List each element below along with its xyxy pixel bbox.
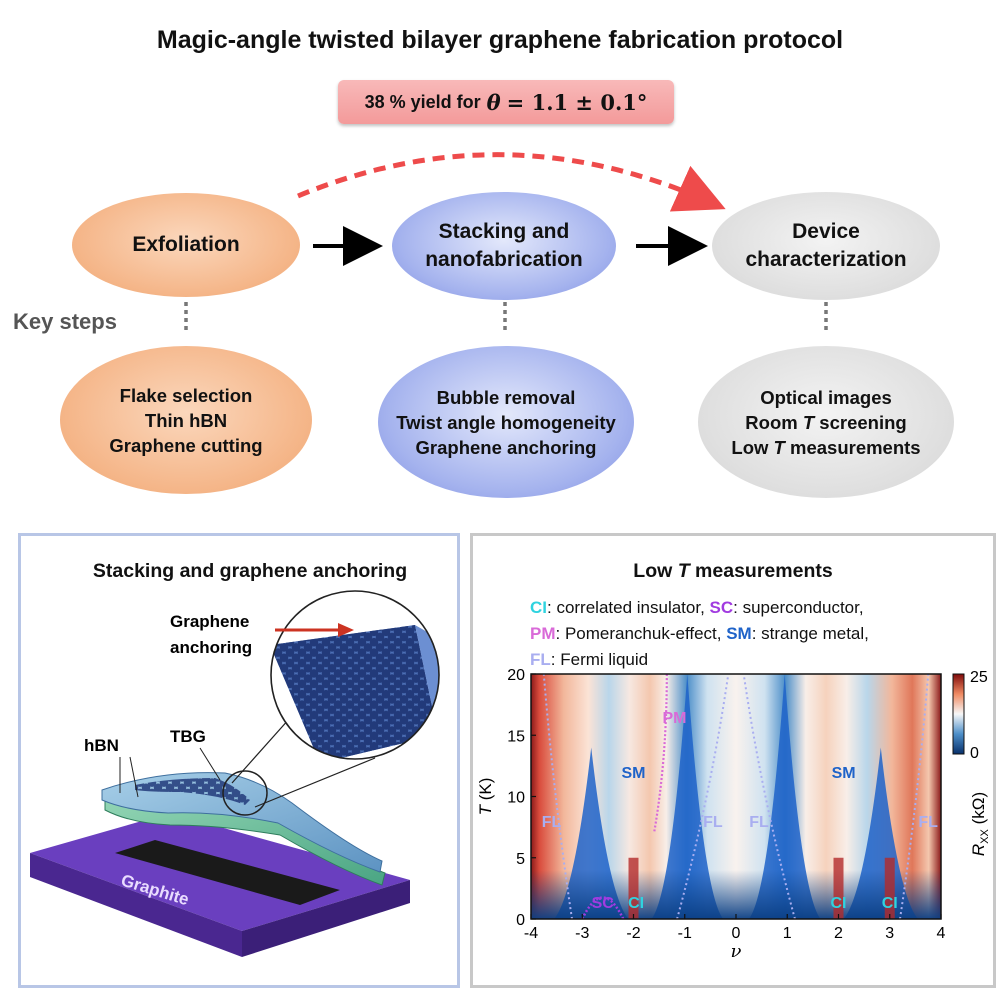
tbg-label: TBG: [170, 727, 206, 746]
stage-exfoliation-label: Exfoliation: [132, 233, 240, 256]
step-item: Graphene cutting: [109, 434, 263, 456]
step-item: Low T measurements: [731, 436, 921, 458]
x-axis-label: ν: [731, 941, 742, 962]
stage-stacking-label-1: Stacking and: [438, 220, 570, 243]
graphite-strip: [115, 840, 340, 905]
step-item: Graphene anchoring: [415, 436, 597, 458]
zoom-small-circle: [222, 770, 268, 816]
step-item: Flake selection: [119, 384, 253, 406]
left-panel: [18, 533, 460, 988]
step-item: Optical images: [760, 386, 892, 408]
region-label-fl: FL: [703, 814, 723, 831]
legend-line-2: PM: Pomeranchuk-effect, SM: strange meta…: [530, 624, 869, 643]
y-tick-label: 5: [516, 851, 525, 868]
step-item: Bubble removal: [436, 386, 576, 408]
region-label-fl: FL: [918, 814, 938, 831]
page-title: Magic-angle twisted bilayer graphene fab…: [156, 26, 844, 54]
hbn-label: hBN: [84, 736, 119, 755]
step-item: Room T screening: [745, 411, 907, 433]
region-label-ci: CI: [831, 895, 847, 912]
region-label-fl: FL: [542, 814, 562, 831]
y-tick-label: 0: [516, 912, 525, 929]
colorbar-tick-min: 0: [970, 745, 979, 762]
colorbar-label: RXX (kΩ): [969, 792, 991, 856]
right-panel-title: Low T measurements: [633, 560, 833, 582]
yield-value: = 1.1 ± 0.1°: [506, 89, 648, 115]
legend-line-1: CI: correlated insulator, SC: supercondu…: [530, 598, 864, 617]
fl-boundary: [742, 674, 796, 919]
x-tick-label: 0: [732, 925, 741, 942]
device-illustration: Graphite Graphene anchoring hBN TBG: [30, 590, 440, 957]
theta-symbol: θ: [486, 89, 501, 115]
stage-exfoliation: Exfoliation: [72, 193, 300, 297]
step-item: Thin hBN: [144, 409, 228, 431]
left-panel-title: Stacking and graphene anchoring: [92, 560, 408, 582]
x-tick-label: 3: [885, 925, 894, 942]
region-label-fl: FL: [749, 814, 769, 831]
low-t-region: [531, 870, 941, 919]
region-label-ci: CI: [628, 895, 644, 912]
step-item: Twist angle homogeneity: [396, 411, 616, 433]
y-axis-label: T (K): [476, 778, 495, 816]
region-label-sc: SC: [592, 895, 615, 912]
colorbar: [952, 673, 965, 755]
x-tick-label: 2: [834, 925, 843, 942]
stage-characterization: Device characterization: [712, 192, 940, 300]
steps-characterization: Optical images Room T screening Low T me…: [698, 346, 954, 498]
x-tick-label: -1: [678, 925, 692, 942]
dashed-yield-arrow: [297, 152, 726, 212]
sm-dome: [651, 674, 724, 919]
x-tick-label: -4: [524, 925, 538, 942]
x-tick-label: 4: [937, 925, 946, 942]
y-tick-label: 20: [507, 667, 525, 684]
right-panel: [470, 533, 996, 988]
zoom-big-circle: [270, 590, 440, 760]
ci-peak: [884, 857, 895, 919]
stage-characterization-label-1: Device: [792, 220, 860, 243]
region-label-sm: SM: [622, 765, 646, 782]
phase-diagram: -4 -3 -2 -1 0 1 2 3 4 0 5 10 15 20 ν T (K) 25 0 RXX (kΩ) PM…: [476, 667, 991, 962]
yield-text: 38 % yield for: [364, 91, 481, 112]
yield-badge: 38 % yield for θ = 1.1 ± 0.1°: [338, 80, 674, 124]
legend-line-3: FL: Fermi liquid: [530, 650, 649, 669]
substrate-right: [242, 880, 410, 957]
region-label-pm: PM: [663, 710, 687, 727]
x-tick-label: 1: [783, 925, 792, 942]
fl-boundary: [542, 674, 573, 919]
anchoring-label-1: Graphene: [170, 612, 249, 631]
flow-arrows: [184, 152, 828, 330]
sm-dome: [748, 674, 821, 919]
y-tick-label: 10: [507, 790, 525, 807]
substrate-left: [30, 853, 242, 957]
x-tick-label: -2: [626, 925, 640, 942]
steps-exfoliation: Flake selection Thin hBN Graphene cuttin…: [60, 346, 312, 494]
fl-boundary: [676, 674, 730, 919]
y-tick-label: 15: [507, 728, 525, 745]
stage-stacking: Stacking and nanofabrication: [392, 192, 616, 300]
stage-stacking-label-2: nanofabrication: [425, 248, 583, 271]
tbg-layer: [135, 778, 250, 805]
anchoring-label-2: anchoring: [170, 638, 252, 657]
hbn-top-layer: [101, 772, 383, 873]
steps-stacking: Bubble removal Twist angle homogeneity G…: [378, 346, 634, 498]
colorbar-tick-max: 25: [970, 669, 988, 686]
region-label-sm: SM: [832, 765, 856, 782]
ci-peak: [833, 857, 844, 919]
key-steps-label: Key steps: [13, 309, 117, 334]
region-label-ci: CI: [882, 895, 898, 912]
fl-boundary: [899, 674, 930, 919]
stage-characterization-label-2: characterization: [745, 248, 907, 271]
x-tick-label: -3: [575, 925, 589, 942]
ci-peak: [628, 857, 639, 919]
